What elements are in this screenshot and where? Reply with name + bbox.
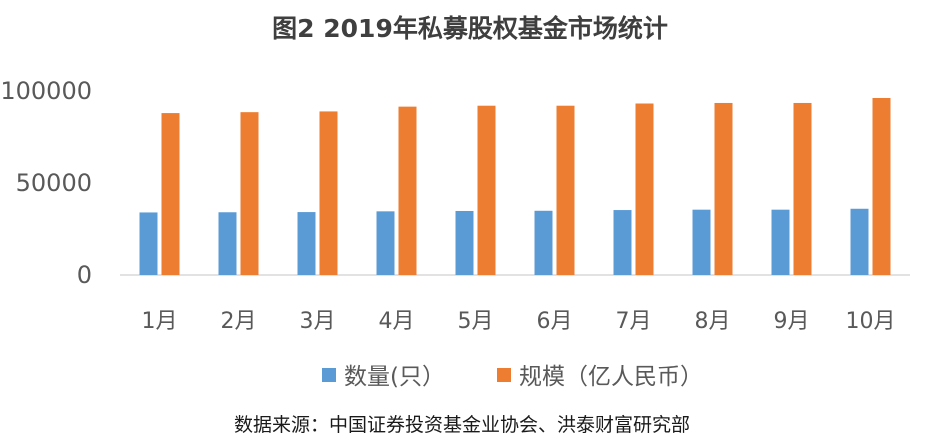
bar-count-1 <box>139 212 158 275</box>
y-axis: 0 50000 100000 <box>0 77 92 289</box>
bar-count-4 <box>376 211 395 275</box>
x-tick-label: 7月 <box>616 309 652 334</box>
bar-scale-8 <box>714 102 733 276</box>
y-tick-label: 100000 <box>0 77 92 105</box>
legend-label-scale: 规模（亿人民币） <box>519 364 703 390</box>
bar-scale-7 <box>635 103 654 276</box>
x-tick-label: 2月 <box>221 309 257 334</box>
x-tick-label: 10月 <box>846 309 896 334</box>
bar-scale-3 <box>319 111 338 275</box>
bar-count-7 <box>613 210 632 275</box>
legend-swatch-scale <box>497 368 511 382</box>
bar-count-6 <box>534 210 553 275</box>
x-tick-label: 4月 <box>379 309 415 334</box>
y-tick-label: 0 <box>77 261 92 289</box>
source-note: 数据来源：中国证券投资基金业协会、洪泰财富研究部 <box>234 414 690 436</box>
legend: 数量(只） 规模（亿人民币） <box>322 364 703 390</box>
bar-count-5 <box>455 210 474 275</box>
bar-count-2 <box>218 212 237 275</box>
bar-scale-4 <box>398 106 417 275</box>
x-tick-label: 6月 <box>537 309 573 334</box>
bar-count-8 <box>692 209 711 275</box>
bar-scale-6 <box>556 105 575 275</box>
y-tick-label: 50000 <box>16 169 92 197</box>
chart-title: 图2 2019年私募股权基金市场统计 <box>272 14 668 43</box>
bar-scale-9 <box>793 102 812 276</box>
bar-scale-1 <box>161 113 180 275</box>
bar-scale-10 <box>872 97 891 275</box>
bar-count-3 <box>297 212 316 275</box>
x-tick-label: 9月 <box>774 309 810 334</box>
legend-label-count: 数量(只） <box>344 364 445 390</box>
bars <box>139 97 891 276</box>
x-tick-label: 8月 <box>695 309 731 334</box>
bar-scale-5 <box>477 105 496 275</box>
bar-count-10 <box>850 208 869 275</box>
x-tick-label: 1月 <box>142 309 178 334</box>
x-tick-label: 3月 <box>300 309 336 334</box>
legend-swatch-count <box>322 368 336 382</box>
bar-count-9 <box>771 209 790 275</box>
bar-scale-2 <box>240 112 259 275</box>
x-axis: 1月 2月 3月 4月 5月 6月 7月 8月 9月 10月 <box>142 309 896 334</box>
x-tick-label: 5月 <box>458 309 494 334</box>
